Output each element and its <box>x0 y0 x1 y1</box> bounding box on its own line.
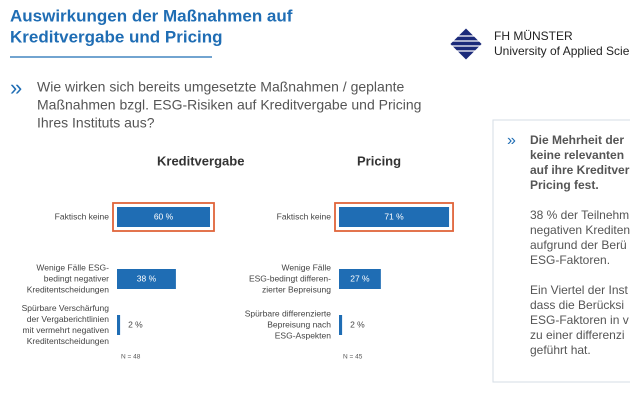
sidebar-line: ESG-Faktoren in v <box>530 313 629 327</box>
sidebar-line: auf ihre Kreditver <box>530 163 630 177</box>
value-label: 27 % <box>350 273 370 283</box>
category-label: Kreditentscheidungen <box>27 336 110 346</box>
value-label: 60 % <box>154 211 174 221</box>
bar <box>339 315 343 335</box>
category-label: ESG-Aspekten <box>275 330 331 340</box>
category-label: Kreditentscheidungen <box>27 284 110 294</box>
category-label: ESG-bedingt differen- <box>249 273 331 283</box>
sidebar-line: aufgrund der Berü <box>530 238 627 252</box>
category-label: Wenige Fälle <box>282 262 332 272</box>
question-line: Ihres Instituts aus? <box>37 115 155 131</box>
sidebar-box <box>492 119 630 383</box>
category-label: Spürbare differenzierte <box>245 308 332 318</box>
category-label: Wenige Fälle ESG- <box>36 262 109 272</box>
highlight <box>112 202 215 232</box>
logo-subtitle: University of Applied Scienc <box>494 44 630 58</box>
bar <box>117 207 210 227</box>
logo-name: FH MÜNSTER <box>494 29 573 43</box>
category-label: bedingt negativer <box>44 273 109 283</box>
category-label: Spürbare Verschärfung <box>22 303 110 313</box>
chevron: » <box>507 132 516 149</box>
question-line: Maßnahmen bzgl. ESG-Risiken auf Kreditve… <box>37 97 421 113</box>
header-title: Kreditvergabe und Pricing <box>10 27 223 46</box>
sidebar-line: zu einer differenzi <box>530 328 625 342</box>
bar <box>339 207 450 227</box>
sidebar-line: Ein Viertel der Inst <box>530 283 628 297</box>
sidebar-line: geführt hat. <box>530 343 591 357</box>
bar <box>117 315 121 335</box>
category-label: Faktisch keine <box>55 211 110 221</box>
sidebar-line: keine relevanten <box>530 148 624 162</box>
logo-shape <box>450 28 482 60</box>
value-label: 71 % <box>384 211 404 221</box>
sample-note: N = 48 <box>121 354 141 361</box>
sidebar-line: Pricing fest. <box>530 178 599 192</box>
chevron: » <box>10 75 22 100</box>
value-label: 38 % <box>137 273 157 283</box>
sidebar-line: 38 % der Teilnehm <box>530 208 629 222</box>
value-label: 2 % <box>350 319 365 329</box>
header-title: Auswirkungen der Maßnahmen auf <box>10 6 293 25</box>
category-label: mit vermehrt negativen <box>23 325 110 335</box>
category-label: Faktisch keine <box>277 211 332 221</box>
question-line: Wie wirken sich bereits umgesetzte Maßna… <box>37 79 404 95</box>
chart-title: Kreditvergabe <box>157 153 244 168</box>
sidebar-line: dass die Berücksi <box>530 298 624 312</box>
sidebar-line: Die Mehrheit der <box>530 133 624 147</box>
highlight <box>334 202 454 232</box>
category-label: zierter Bepreisung <box>262 284 331 294</box>
category-label: der Vergaberichtlinien <box>27 314 109 324</box>
bar <box>117 269 176 289</box>
bar <box>339 269 381 289</box>
sample-note: N = 45 <box>343 354 363 361</box>
chart-title: Pricing <box>357 153 401 168</box>
sidebar-line: ESG-Faktoren. <box>530 253 610 267</box>
value-label: 2 % <box>128 319 143 329</box>
category-label: Bepreisung nach <box>267 319 331 329</box>
sidebar-line: negativen Krediten <box>530 223 630 237</box>
